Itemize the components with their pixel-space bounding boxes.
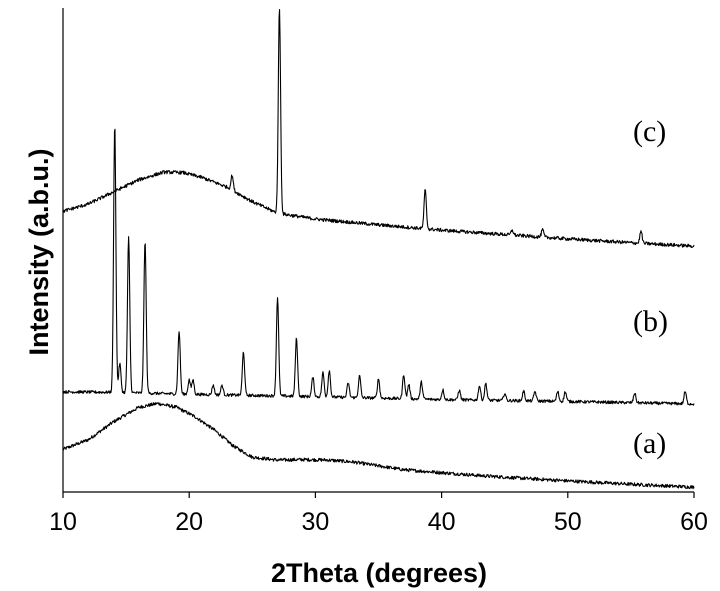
x-tick-label: 10 xyxy=(49,508,77,536)
x-tick-label: 20 xyxy=(175,508,203,536)
series-layer xyxy=(62,9,695,490)
series-labels: (a) (b) (c) xyxy=(633,115,668,460)
x-tick-label: 50 xyxy=(554,508,582,536)
series-line xyxy=(62,402,695,490)
series-line xyxy=(62,9,695,249)
series-label: (a) xyxy=(633,427,666,460)
x-tick-label: 60 xyxy=(680,508,708,536)
x-tick-label: 30 xyxy=(301,508,329,536)
series-label: (c) xyxy=(633,115,666,148)
y-axis-label: Intensity (a.b.u.) xyxy=(24,148,54,355)
axes xyxy=(62,8,694,493)
series-line xyxy=(62,128,695,406)
series-label: (b) xyxy=(633,305,668,338)
x-ticks: 10 20 30 40 50 60 xyxy=(49,492,708,536)
x-axis-label: 2Theta (degrees) xyxy=(271,558,487,588)
x-tick-label: 40 xyxy=(428,508,456,536)
